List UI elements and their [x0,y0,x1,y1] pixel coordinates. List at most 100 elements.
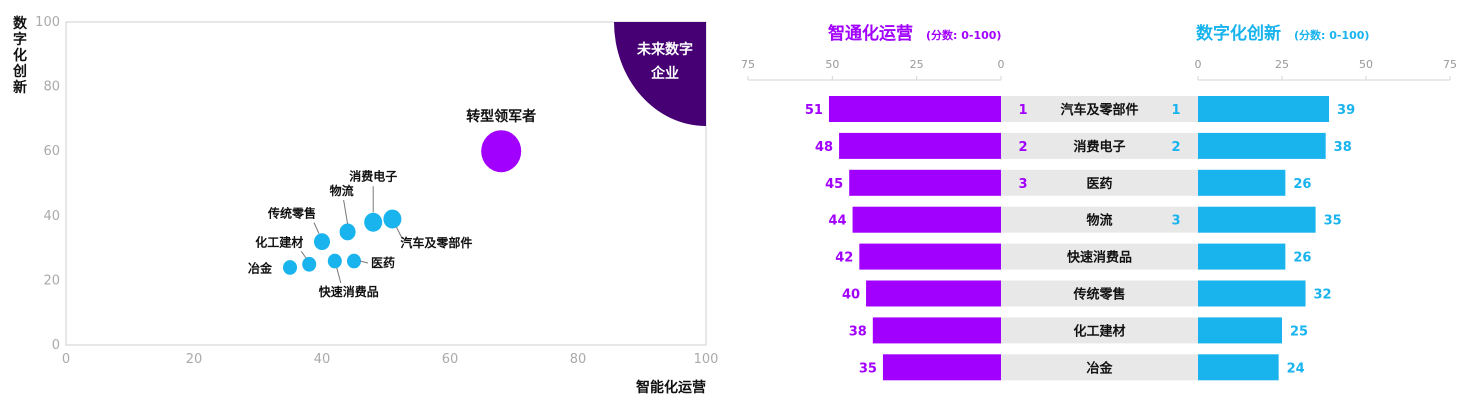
category-label: 化工建材 [1073,323,1125,339]
bar-row: 51 39 汽车及零部件 1 1 [805,96,1355,122]
x-ticks: 0 20 40 60 80 100 [62,352,719,367]
left-title: 智通化运营 [828,23,913,44]
bubble [314,233,330,251]
right-value-label: 24 [1287,361,1305,376]
bar-axes: 75 50 25 0 0 25 50 75 [741,58,1457,81]
left-rank-label: 1 [1018,103,1027,118]
right-subtitle: (分数: 0-100) [1294,28,1369,42]
plot-area [65,21,707,346]
left-axis-tick-label: 75 [741,58,755,71]
right-rank-label: 3 [1171,214,1180,229]
category-band [1001,206,1198,233]
left-value-label: 42 [835,251,853,266]
left-axis-tick-label: 50 [825,58,839,71]
x-tick-label: 20 [186,352,203,367]
left-bar [859,243,1001,270]
y-tick-label: 40 [43,209,60,224]
bubble-label: 转型领军者 [466,108,536,125]
category-label: 传统零售 [1072,287,1125,303]
bubble-label: 快速消费品 [319,284,379,299]
left-bar [866,280,1001,307]
category-label: 冶金 [1086,360,1113,376]
right-title: 数字化创新 [1196,23,1281,44]
left-bar [852,206,1001,233]
bubble [339,223,356,241]
right-value-label: 39 [1337,103,1355,118]
bar-row: 48 38 消费电子 2 2 [815,132,1352,159]
right-rank-label: 2 [1171,140,1180,155]
category-label: 物流 [1086,213,1112,229]
right-bar [1198,354,1279,381]
x-tick-label: 0 [62,352,70,367]
left-value-label: 40 [842,288,860,303]
right-value-label: 38 [1334,140,1352,155]
x-tick-label: 40 [314,352,331,367]
bubble [364,212,383,232]
bar-row: 42 26 快速消费品 [835,243,1311,270]
y-tick-label: 0 [52,338,60,353]
right-value-label: 35 [1324,214,1342,229]
left-value-label: 38 [849,324,867,339]
category-label: 汽车及零部件 [1060,102,1138,118]
leader-line [336,267,342,284]
y-axis-title-char: 数 [13,15,28,32]
left-bar [828,96,1001,122]
bubble [347,253,361,269]
bar-row: 40 32 传统零售 [842,280,1332,307]
category-label: 医药 [1086,176,1112,192]
left-axis-tick-label: 25 [910,58,924,71]
bubble [327,253,342,269]
y-ticks: 0 20 40 60 80 100 [35,15,60,353]
y-axis-title-text: 数字化创新 [12,15,28,96]
right-axis-tick-label: 25 [1275,58,1289,71]
right-axis-tick-label: 0 [1195,58,1202,71]
y-axis-title-char: 化 [13,47,27,64]
right-value-label: 32 [1314,288,1332,303]
bubble-label: 物流 [330,183,354,198]
category-band [1001,317,1198,344]
leader-line [300,250,307,259]
x-tick-label: 60 [442,352,459,367]
bar-row: 35 24 冶金 [859,354,1305,381]
bubble [302,256,317,272]
right-axis-tick-label: 75 [1443,58,1457,71]
leader-lines [300,186,403,284]
y-axis-title: 数字化创新 [12,15,28,96]
right-bar [1198,132,1326,159]
corner-label-line1: 未来数字 [637,41,693,58]
y-axis-title-char: 新 [13,79,27,96]
bubble [383,209,402,229]
x-tick-label: 100 [694,352,719,367]
right-bar [1198,243,1286,270]
category-label: 消费电子 [1073,139,1125,155]
corner-label-line2: 企业 [650,65,679,82]
category-band [1001,169,1198,196]
right-value-label: 26 [1293,177,1311,192]
left-subtitle: (分数: 0-100) [926,28,1001,42]
left-value-label: 44 [828,214,846,229]
bubble [283,260,297,275]
right-axis-tick-label: 50 [1359,58,1373,71]
category-band [1001,96,1198,122]
bar-row: 45 26 医药 3 [825,169,1311,196]
left-bar [839,132,1001,159]
bubble-label: 冶金 [248,260,273,275]
future-digital-enterprise-region [614,22,706,126]
right-bar [1198,280,1306,307]
bar-row: 44 35 物流 3 [828,206,1342,233]
bar-rows: 51 39 汽车及零部件 1 1 48 38 消费电子 2 2 45 26 医药 3 44 35 物流 3 42 26… [805,96,1355,381]
left-value-label: 35 [859,361,877,376]
bubble-label: 汽车及零部件 [400,235,472,250]
right-bar [1198,96,1330,122]
right-value-label: 25 [1290,324,1308,339]
left-rank-label: 2 [1018,140,1027,155]
right-value-label: 26 [1293,251,1311,266]
bubble-label: 医药 [371,255,395,270]
bubbles [283,130,522,275]
category-band [1001,243,1198,270]
butterfly-bar-chart: 智通化运营 (分数: 0-100) 数字化创新 (分数: 0-100) 75 50… [741,23,1457,381]
left-bar [882,354,1001,381]
leader-line [343,199,349,225]
